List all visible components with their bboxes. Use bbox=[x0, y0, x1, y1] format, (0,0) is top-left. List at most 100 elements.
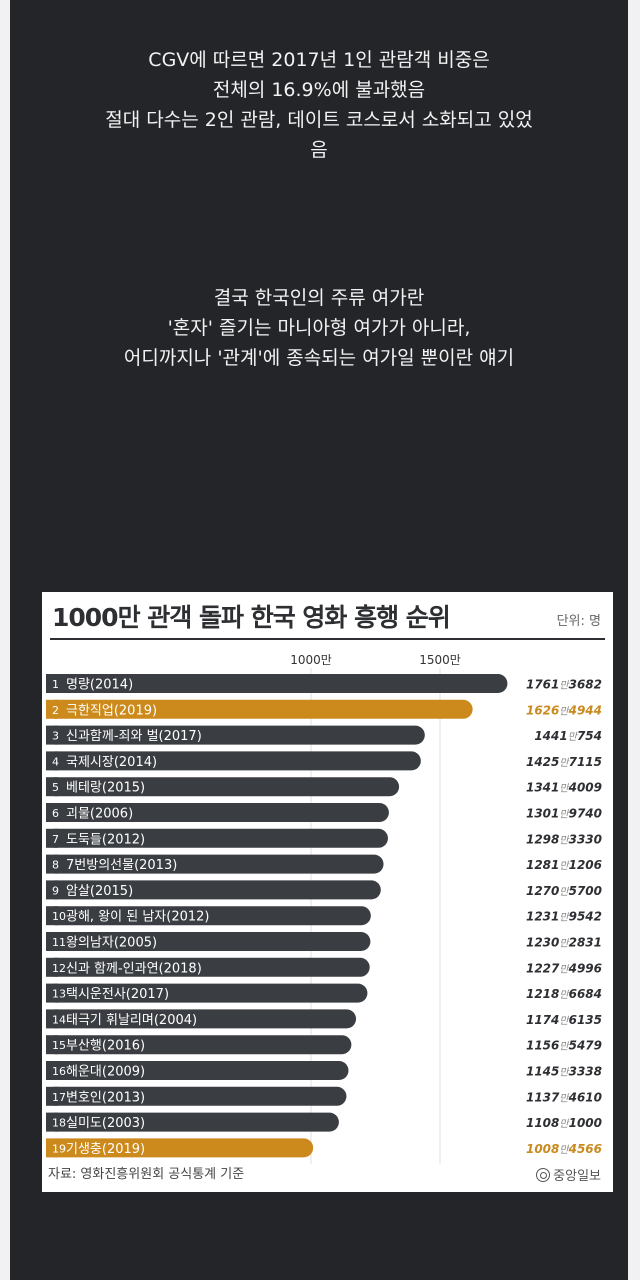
value-label: 1174만6135 bbox=[526, 1013, 602, 1027]
value-label: 1270만5700 bbox=[526, 884, 602, 898]
text-line: 어디까지나 '관계'에 종속되는 여가일 뿐이란 얘기 bbox=[123, 347, 515, 369]
value-label: 1156만5479 bbox=[526, 1039, 602, 1053]
bar bbox=[46, 983, 368, 1003]
value-label: 1298만3330 bbox=[526, 832, 602, 846]
publisher-name: 중앙일보 bbox=[553, 1169, 601, 1184]
bar-left-cap bbox=[46, 906, 58, 926]
bar bbox=[46, 1009, 357, 1029]
category-label: 기생충(2019) bbox=[66, 1142, 145, 1157]
value-label: 1231만9542 bbox=[526, 910, 602, 924]
rank-label: 17 bbox=[52, 1091, 66, 1104]
rank-label: 8 bbox=[52, 859, 59, 872]
rank-label: 6 bbox=[52, 807, 59, 820]
rank-label: 4 bbox=[52, 755, 59, 768]
rank-label: 2 bbox=[52, 704, 59, 717]
bar-row: 8 7번방의선물(2013) 1281만1206 bbox=[46, 854, 602, 874]
rank-label: 3 bbox=[52, 730, 59, 743]
bar-row: 19 기생충(2019) 1008만4566 bbox=[46, 1138, 602, 1158]
source-note: 자료: 영화진흥위원회 공식통계 기준 bbox=[48, 1167, 245, 1182]
bar-left-cap bbox=[46, 1086, 58, 1106]
box-office-infographic: 1000만 관객 돌파 한국 영화 흥행 순위 단위: 명 1000만 1500만… bbox=[42, 592, 613, 1192]
rank-label: 9 bbox=[52, 884, 59, 897]
value-label: 1137만4610 bbox=[526, 1090, 602, 1104]
category-label: 택시운전사(2017) bbox=[66, 987, 169, 1002]
bar bbox=[46, 777, 400, 797]
category-label: 국제시장(2014) bbox=[66, 755, 157, 770]
chart-title: 1000만 관객 돌파 한국 영화 흥행 순위 bbox=[52, 603, 451, 632]
bar bbox=[46, 957, 370, 977]
value-label: 1425만7115 bbox=[526, 755, 602, 769]
bar-row: 17 변호인(2013) 1137만4610 bbox=[46, 1086, 602, 1106]
intro-paragraph: CGV에 따르면 2017년 1인 관람객 비중은 전체의 16.9%에 불과했… bbox=[10, 45, 628, 165]
title-divider bbox=[50, 638, 605, 640]
bar-row: 2 극한직업(2019) 1626만4944 bbox=[46, 699, 602, 719]
category-label: 부산행(2016) bbox=[66, 1038, 145, 1054]
bar-row: 7 도둑들(2012) 1298만3330 bbox=[46, 828, 602, 848]
bar bbox=[46, 854, 384, 874]
value-label: 1341만4009 bbox=[526, 781, 602, 795]
category-label: 해운대(2009) bbox=[66, 1065, 145, 1080]
value-label: 1218만6684 bbox=[526, 987, 602, 1001]
bar-left-cap bbox=[46, 880, 58, 900]
rank-label: 15 bbox=[52, 1039, 66, 1052]
bar bbox=[46, 1035, 352, 1055]
bar-row: 4 국제시장(2014) 1425만7115 bbox=[46, 751, 602, 771]
bar bbox=[46, 803, 389, 822]
rank-label: 5 bbox=[52, 781, 59, 794]
bar bbox=[46, 1086, 347, 1106]
category-label: 광해, 왕이 된 남자(2012) bbox=[66, 910, 209, 925]
bar-left-cap bbox=[46, 957, 58, 977]
bar-row: 15 부산행(2016) 1156만5479 bbox=[46, 1035, 602, 1055]
category-label: 암살(2015) bbox=[66, 884, 133, 899]
bar-left-cap bbox=[46, 1035, 58, 1055]
bar-row: 12 신과 함께-인과연(2018) 1227만4996 bbox=[46, 957, 602, 977]
bar-row: 18 실미도(2003) 1108만1000 bbox=[46, 1112, 602, 1132]
text-line: '혼자' 즐기는 마니아형 여가가 아니라, bbox=[167, 317, 471, 339]
category-label: 7번방의선물(2013) bbox=[66, 858, 177, 873]
bar-left-cap bbox=[46, 674, 58, 693]
bar-left-cap bbox=[46, 983, 58, 1003]
text-line: 절대 다수는 2인 관람, 데이트 코스로서 소화되고 있었 bbox=[105, 109, 533, 131]
bar bbox=[46, 699, 473, 719]
bar-row: 9 암살(2015) 1270만5700 bbox=[46, 880, 602, 900]
value-label: 1301만9740 bbox=[526, 807, 602, 821]
bar-row: 5 베테랑(2015) 1341만4009 bbox=[46, 777, 602, 797]
tick-label: 1500만 bbox=[419, 653, 461, 667]
value-label: 1230만2831 bbox=[526, 936, 602, 950]
rank-label: 10 bbox=[52, 910, 66, 923]
bar bbox=[46, 674, 508, 693]
bar bbox=[46, 1112, 339, 1132]
bar-row: 13 택시운전사(2017) 1218만6684 bbox=[46, 983, 602, 1003]
bar bbox=[46, 751, 421, 771]
post-container: CGV에 따르면 2017년 1인 관람객 비중은 전체의 16.9%에 불과했… bbox=[10, 0, 628, 1280]
bar-row: 3 신과함께-죄와 벌(2017) 1441만754 bbox=[46, 725, 602, 745]
value-label: 1761만3682 bbox=[526, 678, 602, 692]
bar-row: 11 왕의남자(2005) 1230만2831 bbox=[46, 932, 602, 951]
rank-label: 14 bbox=[52, 1013, 66, 1026]
bar-row: 6 괴물(2006) 1301만9740 bbox=[46, 803, 602, 822]
bar-left-cap bbox=[46, 932, 58, 951]
bar-left-cap bbox=[46, 699, 58, 719]
bar-left-cap bbox=[46, 725, 58, 745]
text-line: 음 bbox=[310, 139, 328, 161]
value-label: 1008만4566 bbox=[526, 1142, 602, 1156]
rank-label: 12 bbox=[52, 962, 66, 975]
bar-row: 14 태극기 휘날리며(2004) 1174만6135 bbox=[46, 1009, 602, 1029]
bar-row: 16 해운대(2009) 1145만3338 bbox=[46, 1061, 602, 1080]
bar-left-cap bbox=[46, 803, 58, 822]
text-line: CGV에 따르면 2017년 1인 관람객 비중은 bbox=[148, 49, 490, 71]
text-line: 전체의 16.9%에 불과했음 bbox=[212, 79, 426, 101]
conclusion-paragraph: 결국 한국인의 주류 여가란 '혼자' 즐기는 마니아형 여가가 아니라, 어디… bbox=[10, 283, 628, 373]
bar bbox=[46, 1061, 349, 1080]
category-label: 베테랑(2015) bbox=[66, 781, 145, 796]
bar bbox=[46, 1138, 314, 1158]
bar bbox=[46, 906, 371, 926]
value-label: 1281만1206 bbox=[526, 858, 602, 872]
value-label: 1108만1000 bbox=[526, 1116, 602, 1130]
category-label: 신과 함께-인과연(2018) bbox=[66, 961, 202, 976]
bar-left-cap bbox=[46, 1138, 58, 1158]
category-label: 괴물(2006) bbox=[66, 807, 133, 822]
bar bbox=[46, 932, 371, 951]
bar-row: 10 광해, 왕이 된 남자(2012) 1231만9542 bbox=[46, 906, 602, 926]
bar-left-cap bbox=[46, 1112, 58, 1132]
